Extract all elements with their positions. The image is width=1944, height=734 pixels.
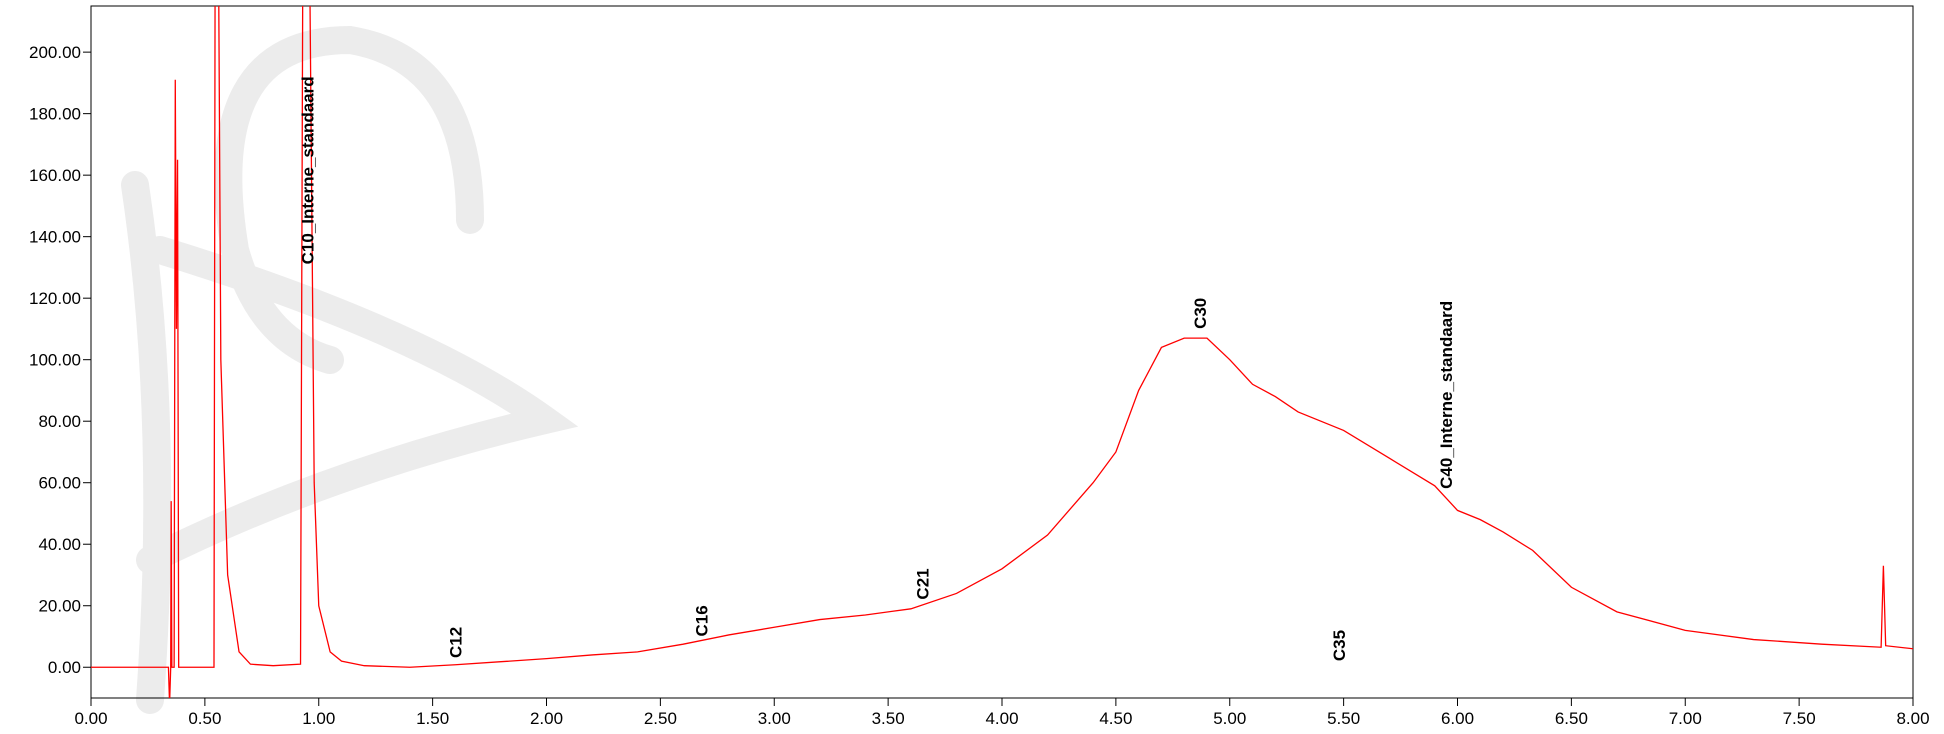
peak-label: C10_Interne_standaard [298, 76, 317, 264]
peak-label: C30 [1191, 298, 1210, 329]
x-tick-label: 4.50 [1099, 709, 1132, 728]
y-tick-label: 180.00 [29, 105, 81, 124]
peak-label: C16 [692, 605, 711, 636]
x-tick-label: 7.00 [1669, 709, 1702, 728]
y-tick-label: 120.00 [29, 289, 81, 308]
x-tick-label: 7.50 [1783, 709, 1816, 728]
peak-label: C40_Interne_standaard [1437, 301, 1456, 489]
x-tick-label: 4.00 [985, 709, 1018, 728]
x-tick-label: 3.00 [758, 709, 791, 728]
peak-label: C21 [913, 568, 932, 599]
y-tick-label: 60.00 [38, 474, 81, 493]
y-tick-label: 0.00 [48, 658, 81, 677]
x-tick-label: 2.50 [644, 709, 677, 728]
y-tick-label: 100.00 [29, 351, 81, 370]
x-tick-label: 0.50 [188, 709, 221, 728]
y-tick-label: 200.00 [29, 43, 81, 62]
watermark [121, 25, 579, 714]
x-tick-label: 6.50 [1555, 709, 1588, 728]
y-tick-label: 20.00 [38, 597, 81, 616]
peak-label: C12 [446, 627, 465, 658]
x-tick-label: 5.50 [1327, 709, 1360, 728]
plot-frame [90, 5, 1914, 699]
peak-label: C35 [1330, 630, 1349, 661]
y-tick-label: 140.00 [29, 228, 81, 247]
y-tick-label: 80.00 [38, 412, 81, 431]
chromatogram-line [91, 6, 1913, 698]
x-tick-label: 8.00 [1896, 709, 1929, 728]
watermark-stroke [121, 171, 172, 714]
watermark-stroke [214, 25, 484, 374]
x-tick-label: 3.50 [872, 709, 905, 728]
x-tick-label: 2.00 [530, 709, 563, 728]
watermark-stroke [136, 236, 579, 574]
x-tick-label: 1.50 [416, 709, 449, 728]
x-tick-label: 5.00 [1213, 709, 1246, 728]
x-tick-label: 1.00 [302, 709, 335, 728]
x-tick-label: 6.00 [1441, 709, 1474, 728]
y-tick-label: 160.00 [29, 166, 81, 185]
x-tick-label: 0.00 [74, 709, 107, 728]
y-tick-label: 40.00 [38, 535, 81, 554]
